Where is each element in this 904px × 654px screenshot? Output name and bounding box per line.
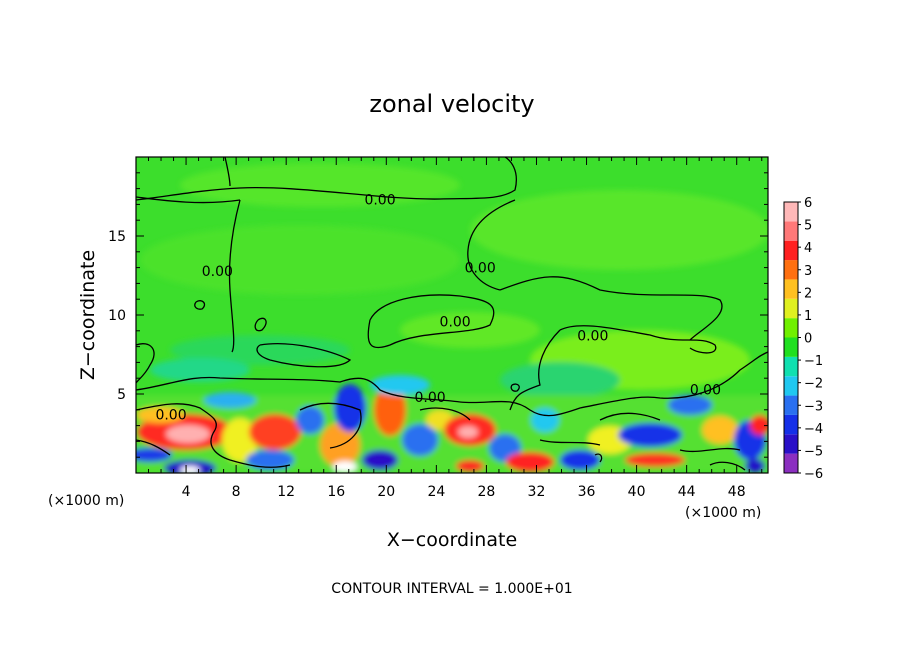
- x-tick-label: 8: [232, 484, 241, 500]
- x-tick-label: 32: [528, 484, 546, 500]
- colorbar-tick-label: −2: [804, 377, 823, 392]
- colorbar-tick-label: 2: [804, 286, 812, 301]
- colorbar-tick-label: −1: [804, 354, 823, 369]
- contour-label: 0.00: [364, 193, 395, 209]
- colorbar-tick-label: −3: [804, 399, 823, 414]
- colorbar-swatch: [784, 434, 798, 454]
- colorbar-tick-label: 1: [804, 309, 812, 324]
- contour-label: 0.00: [202, 264, 233, 280]
- x-tick-label: 28: [478, 484, 496, 500]
- x-tick-label: 24: [427, 484, 445, 500]
- contour-label: 0.00: [577, 329, 608, 345]
- contour-label: 0.00: [690, 382, 721, 398]
- colorbar-tick-label: 5: [804, 219, 812, 234]
- y-axis: 5 10 15: [108, 172, 768, 458]
- x-axis: 4 8 12 16 20 24 28 32 36 40 44 48: [148, 157, 763, 500]
- y-tick-label: 10: [108, 308, 126, 324]
- colorbar-swatch: [784, 298, 798, 319]
- colorbar-swatch: [784, 337, 798, 357]
- colorbar: −6 −5 −4 −3 −2 −1 0 1 2 3 4 5 6: [783, 196, 823, 482]
- zero-contours: [136, 157, 768, 471]
- colorbar-tick-label: −4: [804, 422, 823, 437]
- colorbar-swatch: [784, 260, 798, 280]
- colorbar-swatch: [784, 414, 798, 435]
- chart-title: zonal velocity: [369, 90, 534, 118]
- x-axis-label: X−coordinate: [387, 529, 517, 551]
- colorbar-tick-label: 3: [804, 264, 812, 279]
- colorbar-tick-label: −5: [804, 444, 823, 459]
- x-tick-label: 20: [377, 484, 395, 500]
- colorbar-swatch: [784, 202, 798, 222]
- x-tick-label: 16: [327, 484, 345, 500]
- colorbar-swatch: [784, 240, 798, 261]
- y-tick-label: 15: [108, 229, 126, 245]
- contour-interval-note: CONTOUR INTERVAL = 1.000E+01: [331, 581, 572, 597]
- x-tick-label: 12: [277, 484, 295, 500]
- x-unit-left: (×1000 m): [48, 493, 124, 509]
- x-tick-label: 4: [182, 484, 191, 500]
- contour-label: 0.00: [155, 408, 186, 424]
- colorbar-tick-label: −6: [804, 467, 823, 482]
- velocity-field: 0.00 0.00 0.00 0.00 0.00 0.00 0.00 0.00: [136, 157, 768, 473]
- colorbar-swatch: [784, 221, 798, 241]
- colorbar-swatch: [784, 376, 798, 396]
- colorbar-swatch: [784, 395, 798, 415]
- contour-label: 0.00: [415, 390, 446, 406]
- x-tick-label: 44: [678, 484, 696, 500]
- contour-label: 0.00: [465, 261, 496, 277]
- colorbar-swatch: [784, 318, 798, 338]
- x-tick-label: 40: [628, 484, 646, 500]
- colorbar-swatch: [784, 279, 798, 299]
- colorbar-swatch: [784, 453, 798, 473]
- colorbar-tick-label: 6: [804, 196, 812, 211]
- colorbar-tick-label: 4: [804, 241, 812, 256]
- colorbar-swatch: [784, 356, 798, 377]
- y-tick-label: 5: [117, 387, 126, 403]
- x-tick-label: 48: [728, 484, 746, 500]
- x-unit-right: (×1000 m): [685, 505, 761, 521]
- colorbar-tick-label: 0: [804, 332, 812, 347]
- x-tick-label: 36: [578, 484, 596, 500]
- contour-label: 0.00: [440, 314, 471, 330]
- contour-labels: 0.00 0.00 0.00 0.00 0.00 0.00 0.00 0.00: [155, 193, 721, 424]
- y-axis-label: Z−coordinate: [77, 250, 99, 380]
